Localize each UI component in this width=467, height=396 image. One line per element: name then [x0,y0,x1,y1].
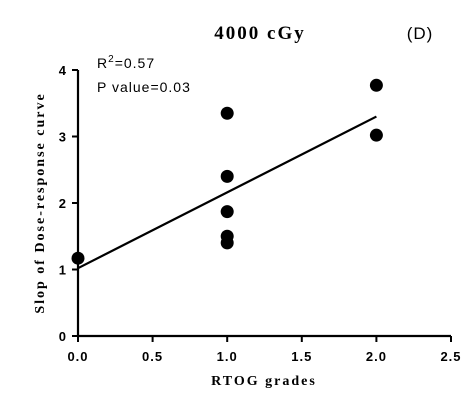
y-tick-label: 2 [59,196,67,211]
y-tick-label: 0 [59,329,67,344]
data-point [220,169,234,183]
data-point [71,251,85,265]
x-tick-label: 1.0 [217,349,238,364]
data-points [71,78,383,265]
y-axis-label: Slop of Dose-response curve [33,92,48,313]
r-squared-prefix: R [97,55,108,71]
data-point [369,128,383,142]
axes: 0.0 0.5 1.0 1.5 2.0 2.5 0 1 2 3 4 [59,63,461,364]
r-squared-annotation: R2=0.57 [97,54,155,71]
r-squared-value: =0.57 [115,55,155,71]
regression-line-group [77,115,377,270]
panel-label: (D) [407,24,434,43]
x-tick-label: 2.0 [366,349,387,364]
data-point [220,205,234,219]
x-tick-label: 0.0 [67,349,88,364]
p-value-annotation: P value=0.03 [97,79,191,95]
x-tick-label: 0.5 [142,349,163,364]
r-squared-superscript: 2 [108,54,115,65]
y-tick-label: 3 [59,130,67,145]
y-tick-label: 4 [59,63,67,78]
regression-line [77,115,377,270]
data-point [220,106,234,120]
data-point [220,236,234,250]
data-point [369,78,383,92]
x-axis-label: RTOG grades [211,374,317,389]
x-tick-label: 1.5 [291,349,312,364]
y-tick-label: 1 [59,263,67,278]
x-tick-label: 2.5 [440,349,461,364]
chart-title: 4000 cGy [214,23,305,44]
